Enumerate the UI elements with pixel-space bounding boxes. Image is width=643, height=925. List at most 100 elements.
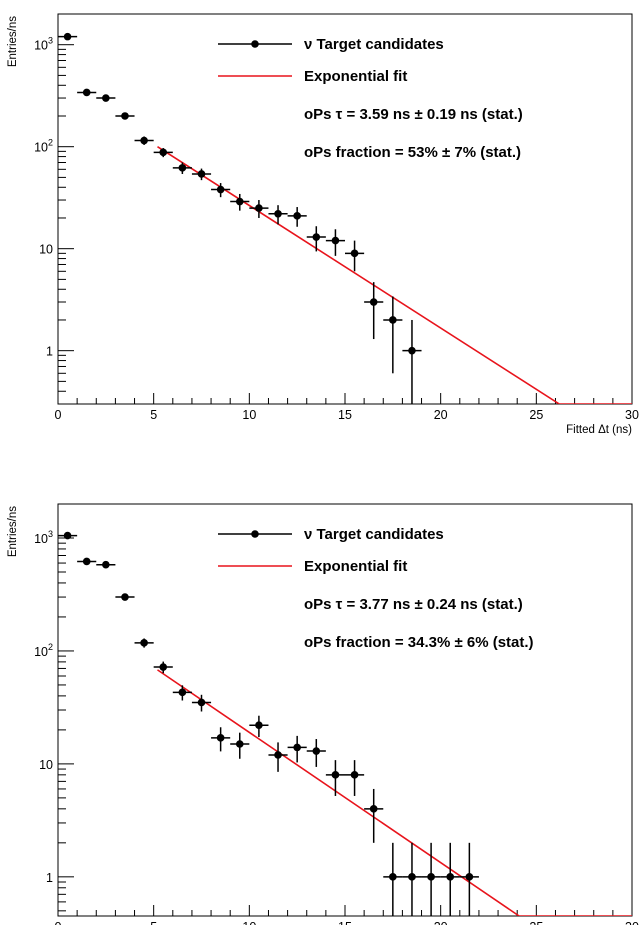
data-marker [235, 197, 244, 206]
fit-line [157, 146, 632, 404]
data-point [459, 842, 479, 916]
data-marker [216, 185, 225, 194]
data-marker [408, 346, 416, 355]
data-marker [159, 148, 168, 157]
data-point [402, 842, 422, 916]
data-marker [82, 88, 91, 97]
data-point [134, 136, 154, 145]
y-tick-exponent: 3 [48, 529, 53, 539]
x-tick-label: 30 [625, 920, 639, 925]
data-marker [408, 873, 416, 881]
data-point [230, 193, 250, 211]
data-point [287, 735, 307, 763]
y-axis-title: Entries/ns [7, 506, 19, 557]
y-tick-base: 10 [39, 243, 53, 257]
data-point [364, 282, 384, 340]
data-point [191, 168, 212, 181]
y-tick-label: 1 [46, 345, 53, 359]
data-marker [389, 316, 397, 324]
data-point [77, 88, 97, 97]
data-point [115, 112, 135, 120]
data-point [58, 531, 78, 540]
y-tick-base: 10 [34, 532, 48, 546]
y-tick-base: 1 [46, 345, 53, 359]
data-marker [197, 698, 206, 707]
data-point [134, 638, 154, 648]
plot-marks [58, 531, 632, 916]
data-point [211, 183, 231, 198]
x-tick-label: 30 [625, 408, 639, 422]
data-point [268, 205, 288, 225]
data-marker [427, 873, 435, 881]
x-tick-label: 0 [55, 408, 62, 422]
data-point [249, 715, 269, 738]
legend-data-marker [251, 530, 259, 538]
legend-fraction-text: oPs fraction = 34.3% ± 6% (stat.) [304, 634, 534, 651]
data-point [153, 148, 173, 158]
y-tick-label: 10 [39, 758, 53, 772]
data-point [306, 226, 326, 252]
data-point [96, 94, 116, 102]
y-tick-label: 10 [39, 243, 53, 257]
x-tick-label: 25 [529, 920, 543, 925]
data-point [268, 742, 288, 772]
data-marker [389, 873, 397, 881]
x-tick-label: 20 [434, 920, 448, 925]
data-point [345, 760, 365, 796]
data-marker [140, 639, 148, 647]
data-marker [178, 164, 187, 172]
legend-fit-label: Exponential fit [304, 558, 407, 575]
data-marker [465, 873, 474, 881]
data-point [364, 788, 384, 843]
data-marker [140, 136, 148, 145]
y-tick-label: 102 [34, 138, 53, 155]
data-marker [159, 663, 168, 671]
data-marker [255, 204, 263, 212]
data-point [211, 727, 231, 752]
y-tick-label: 1 [46, 871, 53, 885]
data-marker [63, 32, 72, 41]
data-marker [350, 771, 359, 779]
y-tick-label: 103 [34, 529, 53, 546]
legend-tau-text: oPs τ = 3.77 ns ± 0.24 ns (stat.) [304, 596, 523, 613]
data-marker [216, 734, 225, 742]
data-point [115, 593, 135, 601]
y-tick-exponent: 3 [48, 36, 53, 46]
x-tick-label: 0 [55, 920, 62, 925]
x-tick-label: 10 [242, 408, 256, 422]
legend: ν Target candidates Exponential fit oPs τ … [218, 36, 523, 161]
data-point [172, 162, 192, 174]
legend-data-label: ν Target candidates [304, 36, 444, 53]
y-tick-base: 10 [34, 141, 48, 155]
data-point [440, 842, 460, 916]
data-marker [178, 688, 187, 697]
data-point [191, 694, 212, 712]
legend-fit-label: Exponential fit [304, 68, 407, 85]
y-tick-base: 1 [46, 871, 53, 885]
y-tick-label: 102 [34, 642, 53, 659]
data-marker [369, 298, 378, 306]
data-point [153, 661, 173, 674]
legend-data-label: ν Target candidates [304, 526, 444, 543]
x-tick-label: 10 [242, 920, 256, 925]
data-point [58, 32, 78, 41]
data-marker [82, 557, 91, 566]
data-marker [63, 531, 72, 540]
plot-marks [58, 32, 632, 404]
x-tick-label: 15 [338, 920, 352, 925]
data-marker [274, 751, 282, 759]
data-point [345, 240, 365, 272]
data-point [402, 319, 422, 404]
data-marker [274, 209, 282, 218]
data-point [172, 685, 192, 701]
y-tick-base: 10 [34, 645, 48, 659]
y-tick-exponent: 2 [48, 138, 53, 148]
x-tick-label: 20 [434, 408, 448, 422]
x-tick-label: 5 [150, 408, 157, 422]
data-marker [121, 112, 129, 120]
data-point [230, 732, 250, 759]
data-marker [331, 236, 340, 245]
data-marker [235, 740, 244, 748]
